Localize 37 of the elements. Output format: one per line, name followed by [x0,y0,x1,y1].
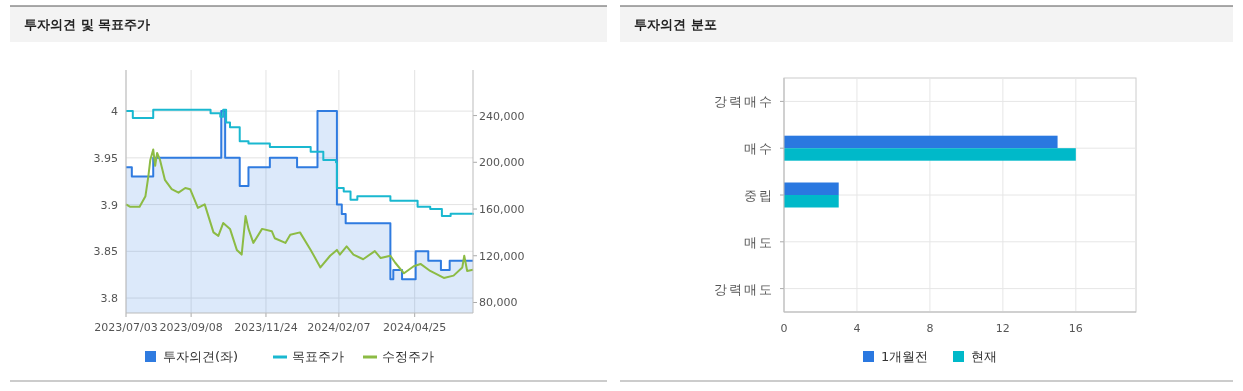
y-tick-label: 강력매수 [714,94,774,110]
y2-tick-label: 240,000 [479,109,525,123]
legend-label: 투자의견(좌) [163,349,239,364]
bar [784,135,1058,149]
y-tick-label: 매도 [744,234,774,250]
y-tick-label: 매수 [744,141,774,157]
legend-label: 1개월전 [881,349,929,364]
line-series [125,148,474,279]
y2-tick-label: 80,000 [479,296,518,310]
legend-label: 수정주가 [382,349,434,364]
x-tick-label: 2024/04/25 [382,321,447,334]
x-tick-label: 2023/09/08 [159,321,223,334]
bar [784,182,839,195]
x-tick-label: 4 [853,322,861,335]
y-tick-label: 3.95 [93,151,118,165]
y-tick-label: 3.85 [93,245,118,259]
x-tick-label: 0 [780,322,788,335]
chart-title: 투자의견 및 목표주가 [24,17,151,32]
bar [784,148,1076,161]
bar [784,195,839,208]
legend-label: 현재 [971,349,997,364]
y2-tick-label: 160,000 [479,203,525,217]
y-tick-label: 강력매도 [714,281,774,297]
y-tick-label: 3.9 [100,198,118,212]
x-tick-label: 2024/02/07 [307,321,371,334]
y-tick-label: 3.8 [100,292,118,306]
y-tick-label: 4 [111,105,118,119]
y2-tick-label: 120,000 [479,249,525,263]
legend-label: 목표주가 [292,349,344,364]
x-tick-label: 12 [995,322,1010,335]
text: 투자의견 분포 [634,17,717,32]
x-tick-label: 2023/07/03 [94,321,158,334]
x-tick-label: 8 [926,322,934,335]
x-tick-label: 2023/11/24 [234,321,298,334]
x-tick-label: 16 [1068,322,1083,335]
y-tick-label: 중립 [744,188,774,203]
y2-tick-label: 200,000 [479,156,525,170]
